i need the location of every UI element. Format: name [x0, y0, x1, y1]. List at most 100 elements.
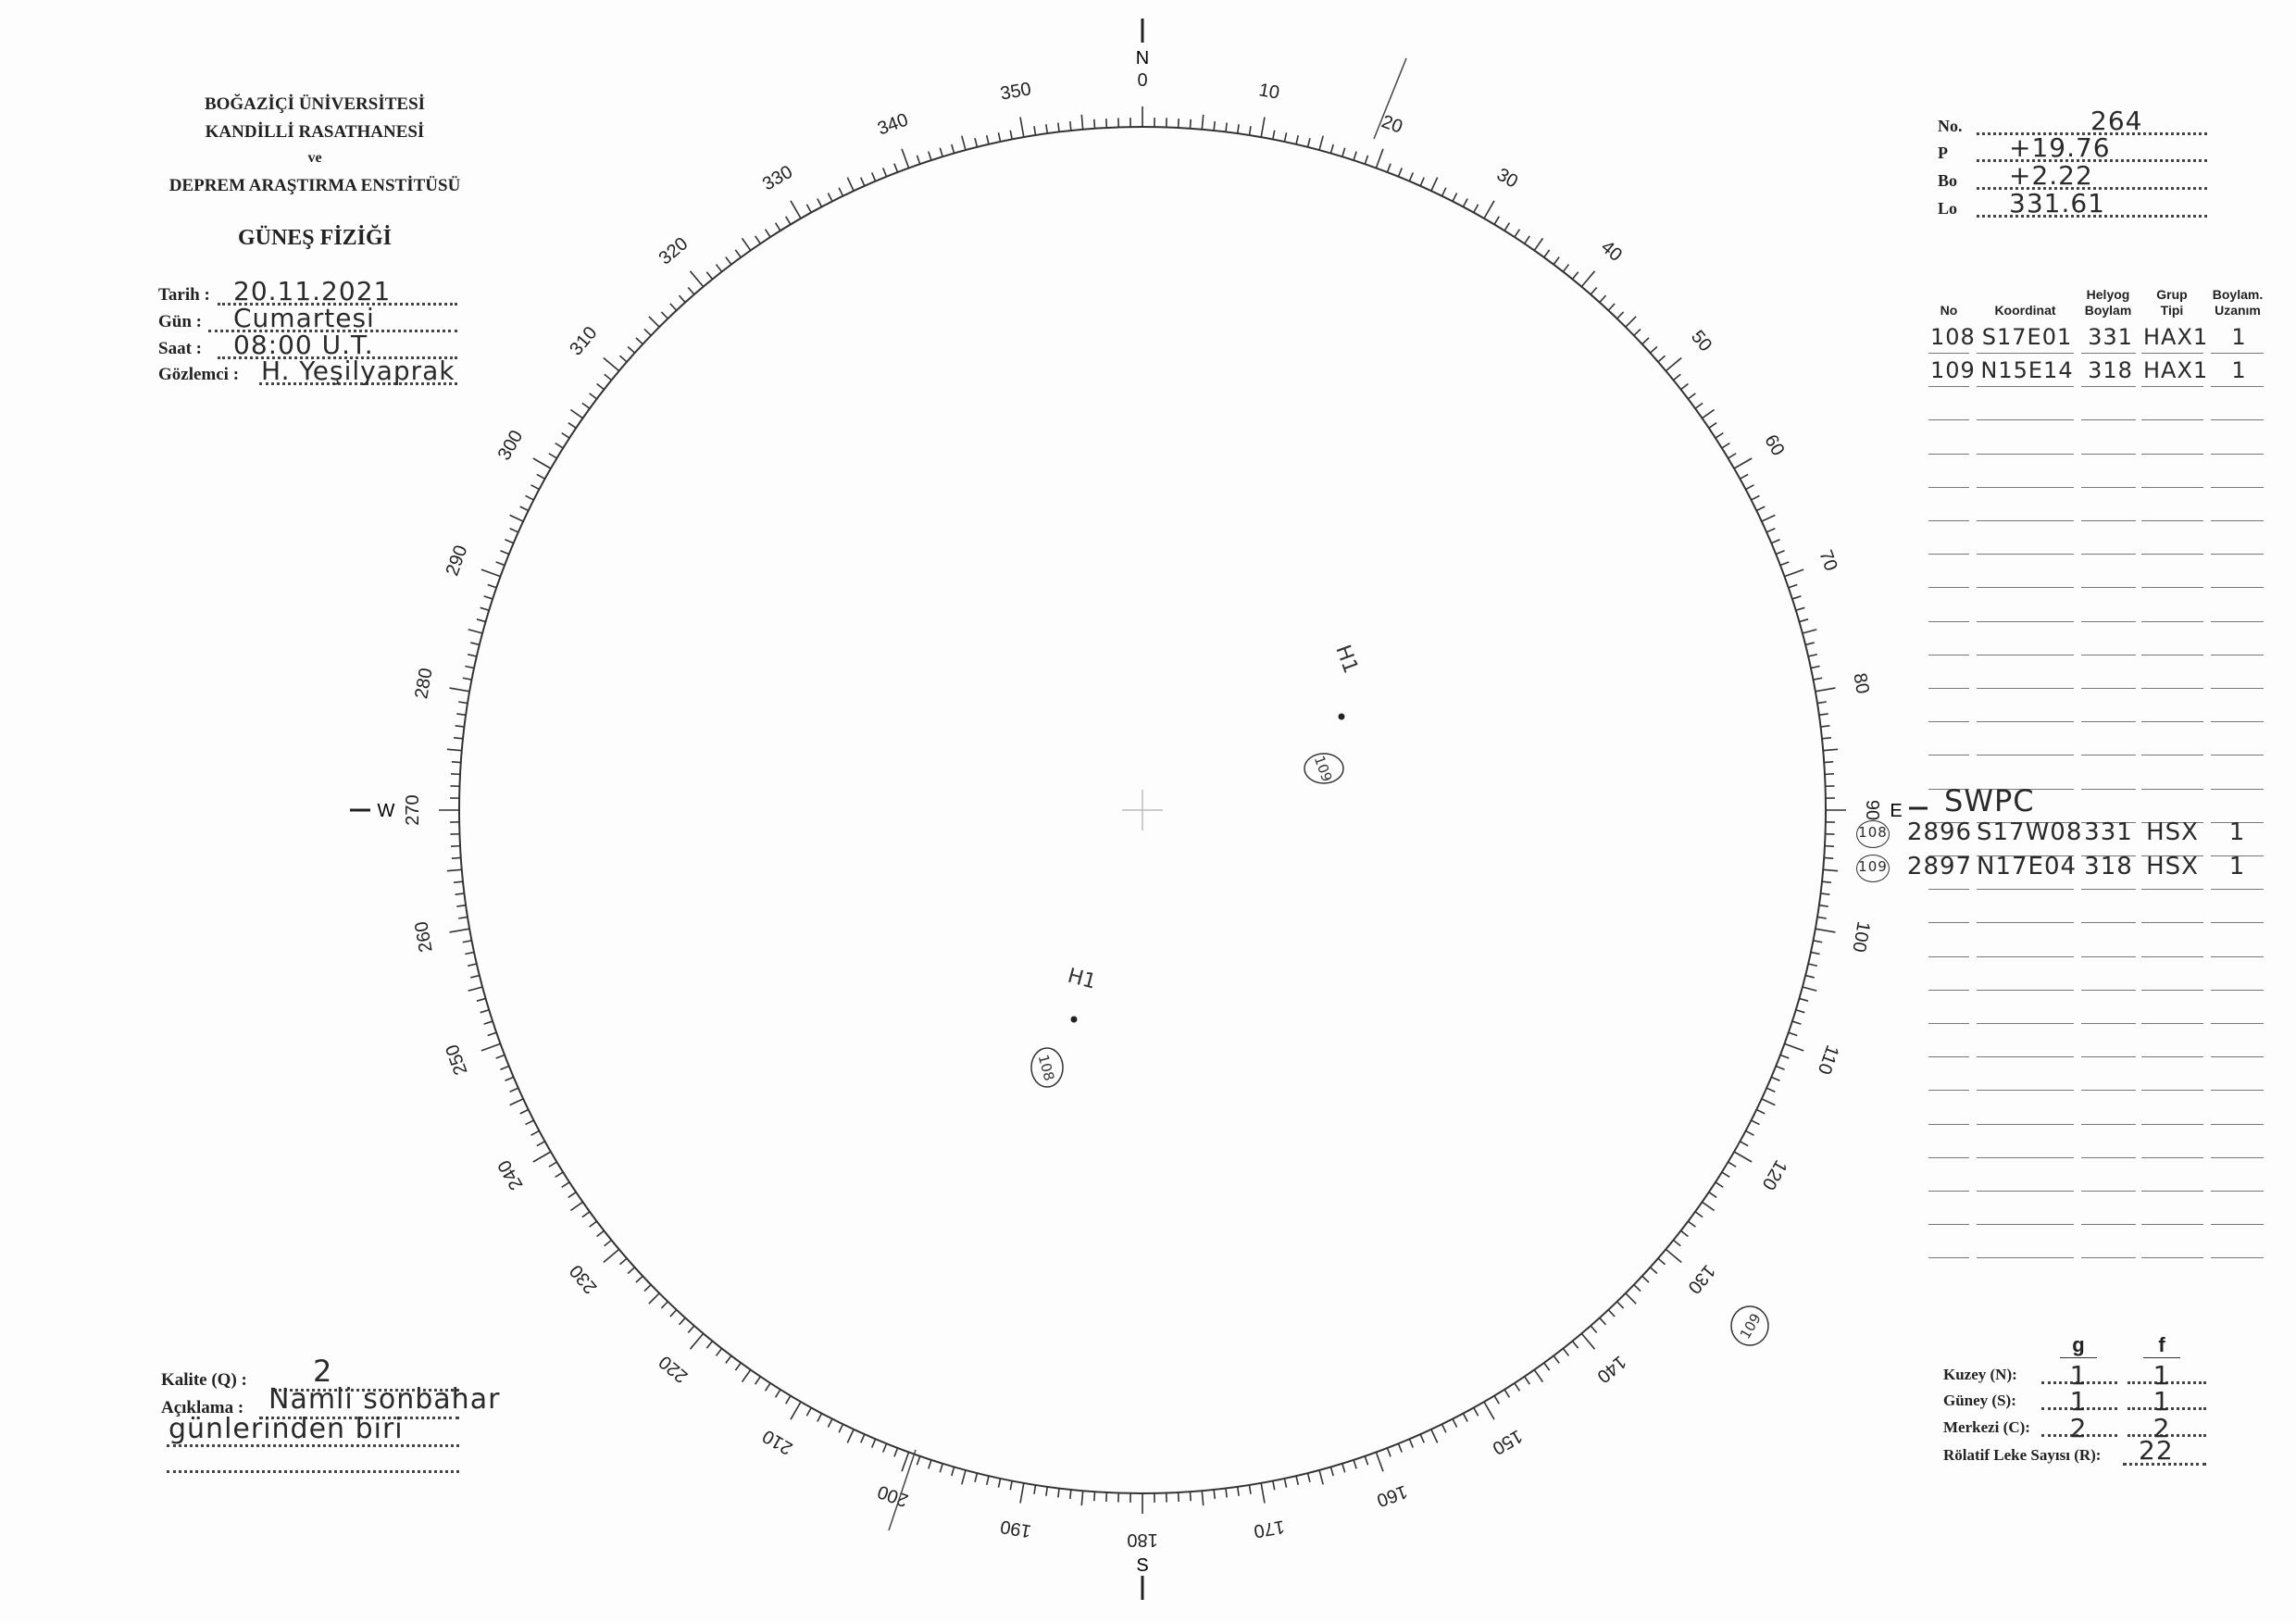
compass-tick — [1820, 893, 1830, 895]
compass-tick — [548, 453, 557, 459]
table-cell-line — [2081, 922, 2136, 924]
table-cell-line — [2141, 788, 2203, 790]
compass-tick — [1657, 355, 1666, 363]
compass-tick — [1740, 473, 1749, 480]
compass-tick — [1225, 1488, 1228, 1498]
compass-label-200: 200 — [875, 1480, 911, 1510]
compass-tick — [687, 286, 695, 295]
table-row-1-col-4: 1 — [2231, 357, 2247, 383]
compass-tick — [589, 1220, 598, 1228]
count-f-0: 1 — [2152, 1360, 2171, 1391]
compass-tick — [1791, 1020, 1802, 1025]
table-cell-line — [2211, 554, 2264, 556]
compass-tick — [870, 1439, 877, 1448]
compass-tick — [581, 402, 591, 409]
compass-tick — [1318, 135, 1324, 151]
compass-tick — [509, 1087, 519, 1092]
compass-tick — [509, 1098, 524, 1106]
compass-label-280: 280 — [411, 667, 436, 701]
table-cell-line — [1977, 620, 2074, 622]
table-cell-line — [1977, 554, 2074, 556]
table-cell-line — [2211, 520, 2264, 521]
compass-tick — [1364, 155, 1369, 165]
table-cell-line — [2081, 1191, 2136, 1192]
compass-tick — [1625, 316, 1637, 328]
param-value-2: +2.22 — [2009, 160, 2093, 191]
table-cell-line — [1977, 922, 2074, 924]
table-cell-line — [2211, 688, 2264, 689]
compass-label-160: 160 — [1374, 1480, 1410, 1510]
swpc-row-0-col-5: 1 — [2228, 818, 2246, 846]
compass-tick — [1779, 1054, 1790, 1059]
compass-tick — [764, 1382, 771, 1392]
field-value-1: Cumartesi — [233, 303, 375, 333]
swpc-row-1-col-3: 318 — [2084, 853, 2133, 880]
compass-tick — [1813, 677, 1823, 680]
compass-label-50: 50 — [1687, 327, 1716, 356]
compass-tick — [734, 249, 742, 258]
compass-tick — [817, 1413, 823, 1422]
compass-label-140: 140 — [1593, 1351, 1630, 1386]
compass-tick — [1802, 986, 1817, 992]
count-label-0: Kuzey (N): — [1943, 1366, 2017, 1383]
compass-tick — [1248, 126, 1252, 136]
compass-tick — [462, 940, 472, 943]
table-row-0-col-3: HAX1 — [2143, 324, 2209, 350]
west-label: W — [378, 801, 395, 821]
table-cell-line — [2211, 1257, 2264, 1259]
compass-tick — [1533, 1369, 1544, 1383]
compass-label-70: 70 — [1815, 547, 1841, 573]
comment-line-1: Namli sonbahar — [268, 1383, 501, 1416]
compass-tick — [1728, 1161, 1737, 1167]
compass-tick — [1775, 1065, 1785, 1070]
compass-tick — [669, 303, 678, 311]
field-label-3: Gözlemci : — [158, 365, 240, 384]
compass-tick — [643, 328, 652, 336]
compass-tick — [1213, 1489, 1216, 1499]
table-cell-line — [1928, 922, 1969, 924]
compass-tick — [705, 1341, 714, 1349]
compass-tick — [1761, 1098, 1776, 1106]
table-cell-line — [2081, 353, 2136, 354]
count-dots-g-0 — [2041, 1381, 2117, 1384]
compass-label-170: 170 — [1252, 1516, 1286, 1541]
table-cell-line — [1977, 1023, 2074, 1024]
table-cell-line — [2081, 520, 2136, 521]
table-cell-line — [1928, 520, 1969, 521]
table-cell-line — [2211, 1023, 2264, 1024]
compass-tick — [860, 1433, 866, 1443]
compass-tick — [449, 687, 470, 693]
compass-tick — [1562, 264, 1570, 272]
compass-tick — [449, 928, 470, 933]
compass-tick — [687, 1325, 695, 1334]
table-cell-line — [2081, 1023, 2136, 1024]
table-cell-line — [1928, 587, 1969, 589]
table-cell-line — [2081, 889, 2136, 891]
table-cell-line — [2211, 788, 2264, 790]
compass-tick — [689, 270, 705, 288]
table-cell-line — [2141, 1123, 2203, 1125]
table-row-1-col-1: N15E14 — [1980, 357, 2074, 383]
compass-tick — [1057, 122, 1060, 132]
table-cell-line — [2081, 587, 2136, 589]
compass-tick — [1755, 1108, 1766, 1115]
compass-tick — [1799, 997, 1809, 1002]
table-cell-line — [2141, 855, 2203, 856]
compass-tick — [1430, 177, 1439, 192]
param-dots-0 — [1977, 132, 2207, 135]
field-label-1: Gün : — [158, 312, 202, 331]
compass-tick — [951, 1467, 955, 1477]
compass-tick — [755, 235, 761, 244]
table-cell-line — [1928, 620, 1969, 622]
compass-tick — [1493, 1395, 1500, 1405]
sunspot-108 — [1070, 1016, 1078, 1023]
count-label-1: Güney (S): — [1943, 1392, 2016, 1409]
compass-tick — [893, 163, 899, 173]
compass-tick — [1236, 124, 1240, 134]
quality-label: Kalite (Q) : — [161, 1370, 247, 1390]
param-label-1: P — [1938, 144, 1948, 162]
compass-tick — [882, 1442, 888, 1453]
compass-tick — [1375, 1452, 1384, 1472]
compass-tick — [1755, 506, 1766, 512]
table-cell-line — [2081, 955, 2136, 957]
